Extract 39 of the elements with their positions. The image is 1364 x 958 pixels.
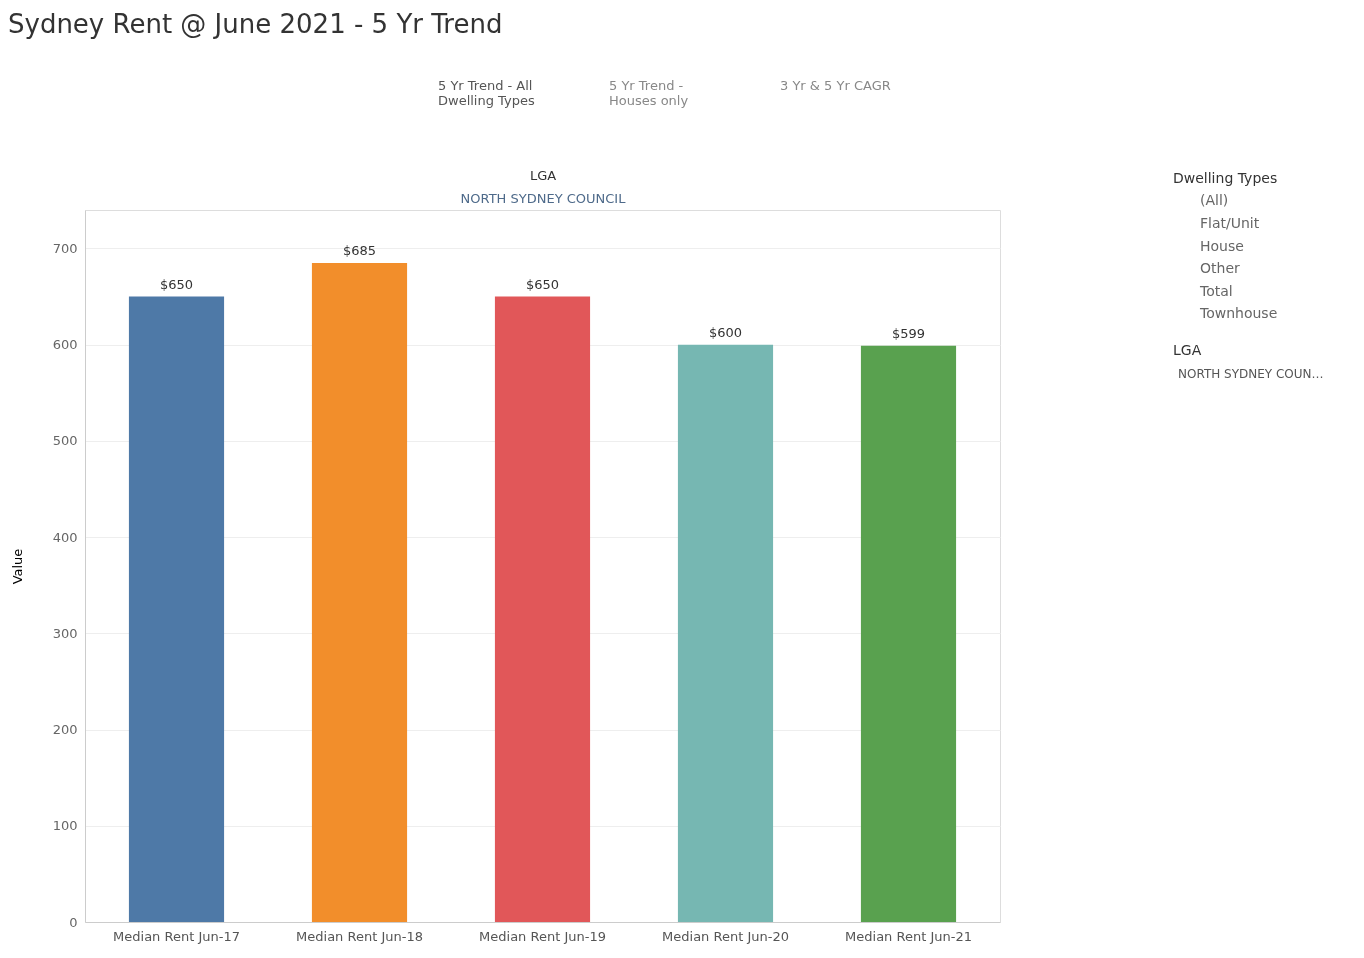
x-tick-label: Median Rent Jun-17 [113, 928, 240, 944]
y-tick-label: 400 [52, 529, 78, 545]
bar [494, 296, 591, 922]
text: 5 Yr Trend - Houses only [609, 78, 689, 108]
y-tick-label: 100 [52, 818, 78, 834]
y-axis-title: Value [9, 548, 25, 585]
chart-title: Sydney Rent @ June 2021 - 5 Yr Trend [8, 9, 503, 39]
text: Total [1199, 283, 1233, 299]
y-tick-label: 300 [52, 625, 78, 641]
y-tick-label: 500 [52, 433, 78, 449]
data-label: $650 [159, 276, 194, 292]
text: 5 Yr Trend - All Dwelling Types [438, 78, 535, 108]
text: Dwelling Types [1173, 170, 1278, 186]
text: NORTH SYDNEY COUNCIL [460, 191, 627, 206]
text: Townhouse [1199, 305, 1278, 321]
text: Flat/Unit [1200, 215, 1260, 231]
x-tick-label: Median Rent Jun-21 [845, 928, 972, 944]
data-label: $600 [708, 324, 743, 340]
data-label: $599 [891, 325, 926, 341]
y-tick-label: 200 [52, 722, 78, 738]
bar [128, 296, 225, 922]
text: (All) [1200, 192, 1229, 208]
x-tick-label: Median Rent Jun-18 [296, 928, 423, 944]
text: LGA [1173, 342, 1202, 358]
y-tick-label: 600 [52, 337, 78, 353]
text: House [1200, 238, 1244, 254]
y-tick-label: 700 [52, 240, 78, 256]
data-label: $685 [342, 242, 377, 258]
x-tick-label: Median Rent Jun-19 [479, 928, 606, 944]
bar [860, 345, 957, 922]
text: Other [1200, 260, 1240, 276]
data-label: $650 [525, 276, 560, 292]
text: NORTH SYDNEY COUN… [1178, 367, 1324, 381]
x-tick-label: Median Rent Jun-20 [662, 928, 789, 944]
text: 3 Yr & 5 Yr CAGR [780, 78, 891, 93]
bar [311, 262, 408, 922]
bar [677, 344, 774, 922]
text: LGA [529, 168, 557, 183]
y-tick-label: 0 [69, 914, 78, 930]
